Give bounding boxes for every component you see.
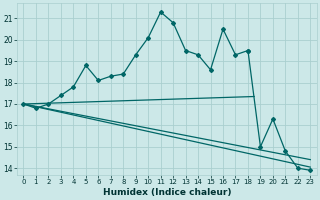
X-axis label: Humidex (Indice chaleur): Humidex (Indice chaleur) [103, 188, 231, 197]
